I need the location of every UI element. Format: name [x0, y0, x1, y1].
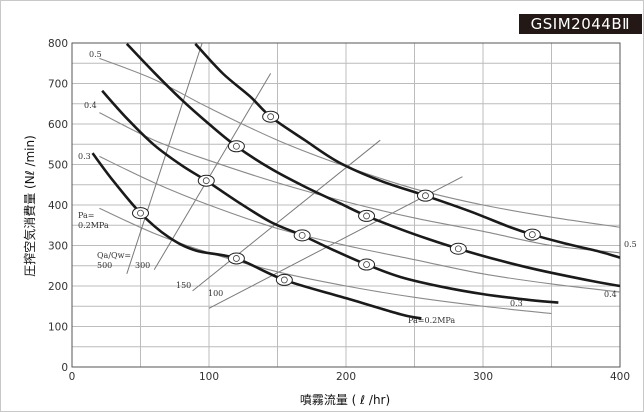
x-axis-label: 噴霧流量 ( ℓ /hr) — [300, 393, 390, 407]
curves — [91, 43, 620, 320]
x-tick-label: 300 — [473, 371, 493, 383]
nozzle-marker-inner — [363, 212, 370, 220]
ratio-label-500: 500 — [97, 261, 112, 270]
y-tick-label: 300 — [48, 241, 68, 253]
x-tick-label: 400 — [610, 371, 630, 383]
pressure-curve-2 — [99, 155, 620, 293]
nozzle-marker-inner — [422, 192, 429, 200]
nozzle-marker — [523, 228, 541, 241]
nozzle-marker — [358, 209, 376, 222]
nozzle-marker — [275, 273, 293, 286]
pressure-curve-1 — [99, 112, 620, 254]
y-axis-label: 圧搾空気消費量 (Nℓ /min) — [22, 135, 37, 277]
x-tick-label: 0 — [69, 371, 76, 383]
x-tick-label: 100 — [199, 371, 219, 383]
curve-labels: 0.5 0.4 0.3 Pa= 0.2MPa 0.5 0.4 0.3 Pa=0.… — [78, 50, 637, 325]
nozzle-marker-inner — [232, 142, 240, 150]
plot-border — [71, 42, 621, 368]
nozzle-marker — [227, 140, 245, 153]
model-badge: GSIM2044BⅡ — [518, 14, 642, 34]
y-tick-label: 700 — [48, 79, 68, 91]
grid — [71, 42, 621, 368]
pressure-curve-3 — [99, 207, 552, 315]
nozzle-marker-inner — [280, 276, 288, 284]
nozzle-marker — [358, 258, 376, 271]
nozzle-marker — [197, 174, 215, 187]
nozzle-marker — [227, 252, 245, 265]
nozzle-marker — [449, 242, 467, 255]
nozzle-marker-inner — [454, 245, 462, 253]
nozzle-curve-3 — [194, 43, 620, 259]
nozzle-marker-inner — [528, 231, 536, 238]
ratio-curve-1 — [153, 73, 272, 271]
pressure-label-0.4-left: 0.4 — [84, 101, 97, 110]
nozzle-marker-inner — [267, 113, 275, 121]
nozzle-marker-inner — [202, 177, 210, 185]
y-tick-label: 200 — [48, 281, 68, 293]
ratio-curve-0 — [126, 43, 203, 275]
nozzle-marker-inner — [137, 209, 144, 217]
y-tick-label: 500 — [48, 160, 68, 172]
pressure-label-0.2-right: Pa=0.2MPa — [408, 316, 455, 325]
nozzle-marker — [293, 229, 311, 242]
pressure-label-pa-left: Pa= — [78, 211, 95, 220]
pressure-label-0.5-left: 0.5 — [89, 50, 102, 59]
nozzle-curve-2 — [125, 43, 620, 288]
y-tick-label: 800 — [48, 38, 68, 50]
ratio-label-qaqw: Qa/Qw= — [97, 251, 131, 260]
tick-labels: 0 100 200 300 400 0 100 200 300 400 500 600 700 800 — [48, 38, 630, 383]
y-tick-label: 400 — [48, 200, 68, 212]
pressure-label-0.4-right: 0.4 — [604, 290, 617, 299]
y-tick-label: 100 — [48, 322, 68, 334]
x-tick-label: 200 — [336, 371, 356, 383]
y-tick-label: 600 — [48, 119, 68, 131]
ratio-label-300: 300 — [135, 261, 150, 270]
pressure-label-0.5-right: 0.5 — [624, 240, 637, 249]
y-tick-label: 0 — [61, 362, 68, 374]
ratio-label-100: 100 — [208, 289, 223, 298]
nozzle-marker — [132, 207, 149, 220]
nozzle-marker — [262, 110, 280, 123]
ratio-curve-2 — [192, 139, 381, 292]
nozzle-curve-1 — [101, 89, 559, 304]
pressure-label-0.3-left: 0.3 — [78, 152, 91, 161]
nozzle-marker-inner — [363, 261, 370, 268]
nozzle-curve-0 — [91, 152, 422, 320]
nozzle-marker-inner — [232, 255, 240, 262]
nozzle-marker-inner — [298, 231, 306, 239]
ratio-label-150: 150 — [176, 281, 191, 290]
nozzle-marker — [416, 189, 434, 202]
pressure-label-0.2-left: 0.2MPa — [78, 221, 109, 230]
pressure-label-0.3-right: 0.3 — [510, 299, 523, 308]
